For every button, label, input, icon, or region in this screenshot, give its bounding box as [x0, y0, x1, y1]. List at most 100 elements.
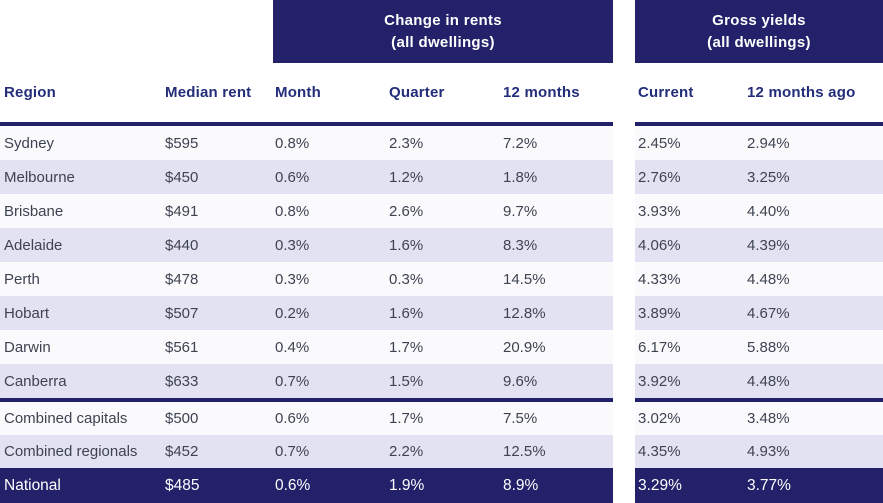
cell-quarter: 0.3%: [389, 270, 424, 288]
cell-month: 0.3%: [275, 270, 310, 288]
cell-current: 3.02%: [638, 410, 681, 427]
cell-median-rent: $595: [165, 134, 199, 152]
cell-current: 3.29%: [638, 476, 682, 494]
cell-region: Brisbane: [4, 202, 64, 220]
cell-median-rent: $500: [165, 410, 199, 427]
cell-quarter: 1.2%: [389, 168, 424, 186]
cell-region: Perth: [4, 270, 40, 288]
cell-12-months: 12.5%: [503, 443, 546, 460]
table-row-canberra: Canberra $633 0.7% 1.5% 9.6% 3.92% 4.48%: [0, 364, 883, 398]
cell-12-months-ago: 4.39%: [747, 236, 790, 254]
header-rule: [0, 122, 883, 126]
cell-month: 0.6%: [275, 168, 310, 186]
column-header-quarter: Quarter: [389, 84, 445, 101]
cell-12-months: 9.6%: [503, 372, 538, 390]
cell-12-months: 8.9%: [503, 476, 539, 494]
table-gap: [613, 0, 635, 63]
group-header-gross-yields: Gross yields (all dwellings): [635, 0, 883, 63]
cell-median-rent: $485: [165, 476, 200, 494]
cell-quarter: 2.3%: [389, 134, 424, 152]
group-header-line2: (all dwellings): [391, 34, 495, 51]
cell-current: 4.35%: [638, 443, 681, 460]
cell-quarter: 1.6%: [389, 304, 424, 322]
cell-region: Darwin: [4, 338, 51, 356]
table-row-hobart: Hobart $507 0.2% 1.6% 12.8% 3.89% 4.67%: [0, 296, 883, 330]
cell-month: 0.4%: [275, 338, 310, 356]
cell-current: 6.17%: [638, 338, 681, 356]
cell-median-rent: $478: [165, 270, 199, 288]
cell-median-rent: $561: [165, 338, 199, 356]
cell-region: Hobart: [4, 304, 50, 322]
cell-median-rent: $450: [165, 168, 199, 186]
group-header-band: Change in rents (all dwellings) Gross yi…: [0, 0, 883, 63]
cell-region: Melbourne: [4, 168, 75, 186]
cell-current: 3.93%: [638, 202, 681, 220]
column-header-median-rent: Median rent: [165, 84, 252, 101]
cell-current: 3.89%: [638, 304, 681, 322]
cell-month: 0.2%: [275, 304, 310, 322]
cell-quarter: 1.9%: [389, 476, 425, 494]
cell-median-rent: $491: [165, 202, 199, 220]
table-row-combined-capitals: Combined capitals $500 0.6% 1.7% 7.5% 3.02% 3.…: [0, 402, 883, 435]
table-row-sydney: Sydney $595 0.8% 2.3% 7.2% 2.45% 2.94%: [0, 126, 883, 160]
cell-month: 0.3%: [275, 236, 310, 254]
cell-quarter: 1.5%: [389, 372, 424, 390]
column-header-current: Current: [638, 84, 694, 101]
group-header-line2: (all dwellings): [707, 34, 811, 51]
column-header-12-months-ago: 12 months ago: [747, 84, 856, 101]
cell-12-months: 14.5%: [503, 270, 546, 288]
cell-12-months: 12.8%: [503, 304, 546, 322]
table-row-darwin: Darwin $561 0.4% 1.7% 20.9% 6.17% 5.88%: [0, 330, 883, 364]
cell-current: 3.92%: [638, 372, 681, 390]
cell-12-months: 7.5%: [503, 410, 538, 427]
column-header-month: Month: [275, 84, 321, 101]
cell-12-months-ago: 4.93%: [747, 443, 790, 460]
column-header-region: Region: [4, 84, 57, 101]
group-header-line1: Change in rents: [384, 12, 502, 29]
cell-12-months-ago: 3.77%: [747, 476, 791, 494]
group-header-line1: Gross yields: [712, 12, 806, 29]
cell-12-months-ago: 4.40%: [747, 202, 790, 220]
cell-median-rent: $633: [165, 372, 199, 390]
table-row-combined-regionals: Combined regionals $452 0.7% 2.2% 12.5% 4.35%…: [0, 435, 883, 468]
cell-quarter: 2.2%: [389, 443, 424, 460]
cell-12-months-ago: 3.25%: [747, 168, 790, 186]
cell-quarter: 1.7%: [389, 338, 424, 356]
cell-current: 4.33%: [638, 270, 681, 288]
cell-region: Canberra: [4, 372, 67, 390]
cell-quarter: 2.6%: [389, 202, 424, 220]
cell-quarter: 1.7%: [389, 410, 424, 427]
band-spacer: [0, 0, 273, 63]
cell-current: 2.45%: [638, 134, 681, 152]
cell-region: Adelaide: [4, 236, 63, 254]
table-row-adelaide: Adelaide $440 0.3% 1.6% 8.3% 4.06% 4.39%: [0, 228, 883, 262]
cell-median-rent: $440: [165, 236, 199, 254]
cell-12-months: 1.8%: [503, 168, 538, 186]
cell-median-rent: $507: [165, 304, 199, 322]
table-row-national: National $485 0.6% 1.9% 8.9% 3.29% 3.77%: [0, 468, 883, 503]
table-body: Sydney $595 0.8% 2.3% 7.2% 2.45% 2.94% Melbourn…: [0, 126, 883, 503]
cell-12-months: 7.2%: [503, 134, 538, 152]
cell-region: Sydney: [4, 134, 55, 152]
cell-month: 0.8%: [275, 202, 310, 220]
cell-12-months-ago: 4.67%: [747, 304, 790, 322]
table-row-perth: Perth $478 0.3% 0.3% 14.5% 4.33% 4.48%: [0, 262, 883, 296]
cell-month: 0.6%: [275, 476, 311, 494]
group-header-change-in-rents: Change in rents (all dwellings): [273, 0, 613, 63]
cell-median-rent: $452: [165, 443, 199, 460]
cell-12-months-ago: 4.48%: [747, 372, 790, 390]
cell-region: Combined capitals: [4, 410, 128, 427]
cell-12-months-ago: 2.94%: [747, 134, 790, 152]
cell-12-months: 20.9%: [503, 338, 546, 356]
cell-month: 0.8%: [275, 134, 310, 152]
cell-current: 4.06%: [638, 236, 681, 254]
cell-12-months: 8.3%: [503, 236, 538, 254]
cell-month: 0.7%: [275, 372, 310, 390]
cell-12-months: 9.7%: [503, 202, 538, 220]
cell-month: 0.7%: [275, 443, 310, 460]
table-row-melbourne: Melbourne $450 0.6% 1.2% 1.8% 2.76% 3.25%: [0, 160, 883, 194]
section-rule: [0, 398, 883, 402]
cell-current: 2.76%: [638, 168, 681, 186]
cell-12-months-ago: 3.48%: [747, 410, 790, 427]
